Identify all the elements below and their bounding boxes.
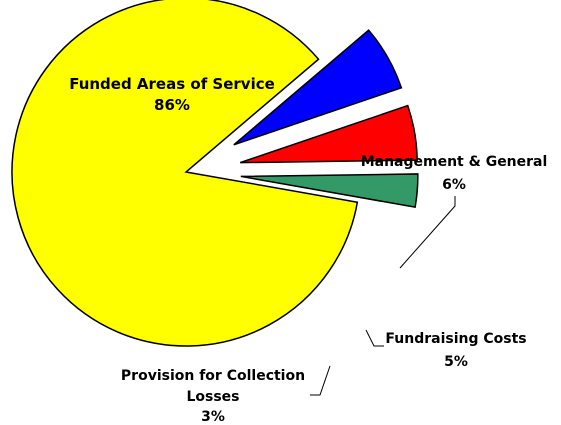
slice-provision-for-collection-losses	[240, 173, 419, 209]
leader-line-fundraising-costs	[365, 329, 384, 347]
label-provision-for-collection-line2: Losses	[186, 389, 239, 405]
label-management-and-general: Management & General	[361, 154, 548, 170]
value-label-provision-for-collection-losses: 3%	[201, 409, 225, 425]
label-provision-for-collection-line1: Provision for Collection	[121, 368, 305, 384]
label-fundraising-costs: Fundraising Costs	[385, 331, 526, 347]
value-label-funded-areas-of-service: 86%	[154, 96, 190, 114]
value-label-management-and-general: 6%	[442, 177, 466, 193]
value-label-fundraising-costs: 5%	[444, 354, 468, 370]
leader-line-management-and-general	[399, 196, 456, 269]
slice-management-and-general	[233, 29, 403, 146]
leader-line-provision-losses	[310, 365, 331, 396]
slice-funded-areas-of-service	[11, 0, 359, 347]
slice-fundraising-costs	[239, 104, 418, 164]
label-funded-areas-of-service: Funded Areas of Service	[69, 75, 275, 93]
